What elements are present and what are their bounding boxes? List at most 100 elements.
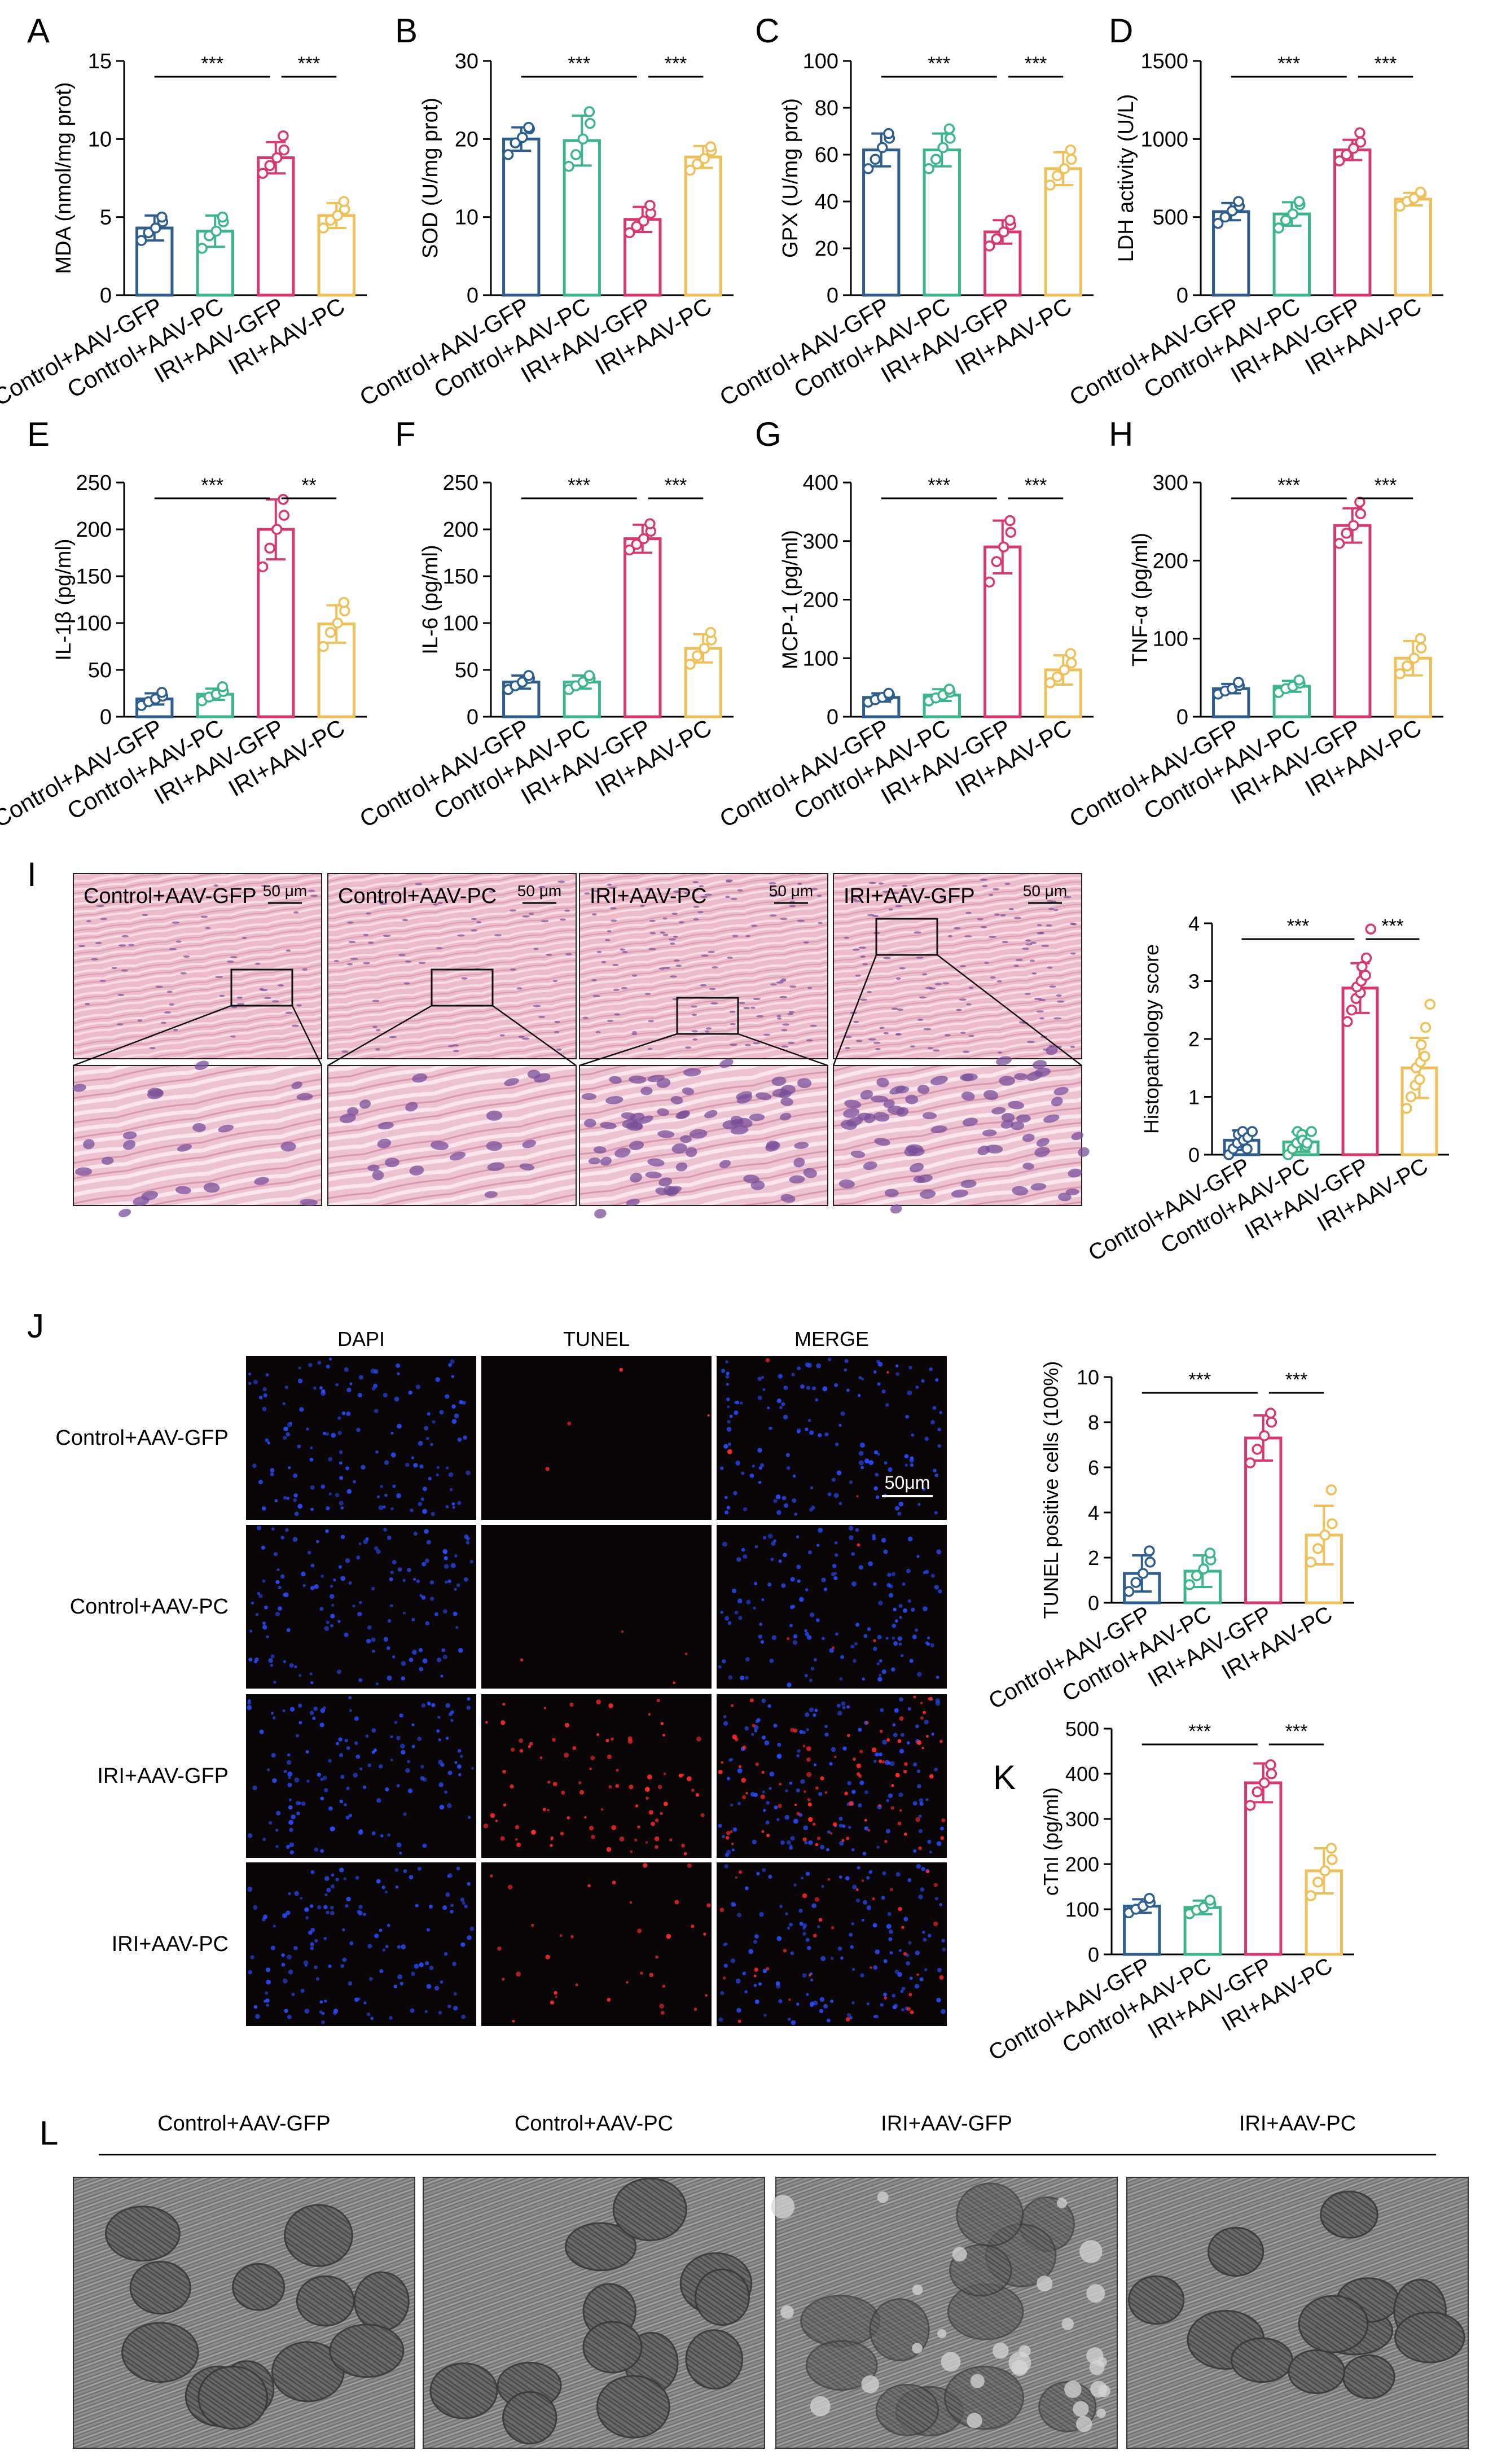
- dapi-nucleus: [428, 1904, 433, 1909]
- nucleus-zoom: [803, 1168, 817, 1178]
- dapi-nucleus: [930, 1643, 934, 1648]
- dapi-nucleus: [248, 1372, 252, 1376]
- dapi-nucleus: [907, 1878, 912, 1882]
- dapi-nucleus: [923, 1937, 927, 1942]
- dapi-nucleus: [822, 1386, 828, 1392]
- data-point: [624, 227, 635, 239]
- dapi-nucleus: [787, 2018, 791, 2021]
- dapi-nucleus: [754, 1934, 759, 1939]
- dapi-nucleus: [781, 1583, 786, 1588]
- bar: [1333, 524, 1372, 718]
- nucleus: [1031, 972, 1037, 975]
- tunel-positive-cell: [766, 1834, 770, 1838]
- tunel-positive-cell: [520, 1658, 524, 1662]
- dapi-nucleus: [893, 2003, 898, 2008]
- tunel-positive-cell: [503, 1803, 507, 1807]
- dapi-nucleus: [915, 1950, 920, 1956]
- nucleus: [436, 947, 443, 950]
- tunel-positive-cell: [543, 1707, 546, 1709]
- nucleus-zoom: [920, 1189, 936, 1199]
- dapi-nucleus: [904, 1454, 909, 1459]
- nucleus: [776, 1015, 781, 1018]
- nucleus: [533, 948, 539, 950]
- tunel-column-header: TUNEL: [563, 1327, 630, 1351]
- nucleus-zoom: [657, 1108, 669, 1116]
- y-axis-label: TUNEL positive cells (100%): [1039, 1361, 1062, 1619]
- dapi-nucleus: [762, 1808, 766, 1812]
- nucleus: [509, 909, 517, 912]
- he-image: [327, 873, 577, 1059]
- nucleus: [1046, 924, 1052, 927]
- dapi-nucleus: [909, 1976, 913, 1980]
- dapi-nucleus: [410, 1508, 414, 1512]
- nucleus-zoom: [594, 1208, 607, 1218]
- nucleus: [149, 1047, 156, 1050]
- dapi-nucleus: [453, 2006, 458, 2011]
- data-point: [1415, 186, 1426, 198]
- nucleus: [1056, 994, 1062, 997]
- dapi-nucleus: [909, 1659, 914, 1663]
- bar: [1394, 198, 1432, 297]
- dapi-nucleus: [818, 1528, 823, 1533]
- dapi-nucleus: [769, 1658, 774, 1663]
- data-point: [699, 153, 710, 164]
- dapi-nucleus: [778, 1374, 783, 1379]
- dapi-nucleus: [906, 1568, 911, 1573]
- dapi-nucleus: [451, 1404, 456, 1409]
- dapi-nucleus: [417, 1737, 422, 1742]
- dapi-nucleus: [258, 1479, 263, 1484]
- dapi-nucleus: [384, 1493, 388, 1497]
- dapi-nucleus: [724, 1864, 728, 1869]
- dapi-nucleus: [859, 1780, 864, 1786]
- dapi-nucleus: [766, 1801, 770, 1805]
- dapi-nucleus: [758, 1480, 762, 1484]
- tunel-positive-cell: [616, 1769, 619, 1772]
- dapi-nucleus: [443, 1550, 447, 1554]
- nucleus: [115, 891, 122, 893]
- tunel-positive-cell: [651, 1821, 655, 1826]
- nucleus: [776, 981, 784, 984]
- nucleus-zoom: [630, 1173, 642, 1183]
- scale-bar-label: 50 μm: [769, 882, 813, 900]
- dapi-nucleus: [308, 1930, 313, 1935]
- tunel-positive-cell: [861, 1879, 864, 1882]
- data-point: [1401, 660, 1413, 672]
- dapi-nucleus: [838, 1502, 842, 1506]
- y-tick-label: 0: [1188, 1143, 1200, 1167]
- y-tick-label: 50: [455, 659, 478, 682]
- dapi-nucleus: [894, 1970, 899, 1974]
- nucleus: [855, 974, 861, 977]
- bar: [624, 537, 662, 718]
- dapi-nucleus: [807, 1419, 811, 1422]
- nucleus: [366, 912, 371, 915]
- dapi-nucleus: [416, 1579, 420, 1584]
- dapi-nucleus: [936, 1997, 941, 2003]
- dapi-nucleus: [397, 1567, 402, 1572]
- nucleus: [86, 920, 91, 923]
- dapi-nucleus: [737, 1801, 741, 1805]
- dapi-nucleus: [806, 1386, 810, 1390]
- data-point: [1408, 652, 1420, 664]
- dapi-nucleus: [387, 1535, 392, 1540]
- dapi-nucleus: [422, 1487, 427, 1492]
- dapi-nucleus: [767, 1704, 771, 1708]
- data-point: [1312, 1877, 1324, 1888]
- dapi-nucleus: [401, 1944, 406, 1950]
- nucleus-zoom: [689, 1129, 708, 1139]
- data-point: [1266, 1768, 1277, 1779]
- y-tick-label: 250: [76, 471, 112, 495]
- dapi-nucleus: [407, 1788, 413, 1794]
- nucleus: [727, 956, 733, 959]
- tunel-positive-cell: [816, 1836, 821, 1840]
- dapi-nucleus: [329, 1594, 335, 1599]
- dapi-nucleus: [348, 1581, 352, 1585]
- nucleus-zoom: [645, 1171, 662, 1179]
- dapi-nucleus: [409, 1875, 414, 1880]
- dapi-nucleus: [727, 1443, 731, 1446]
- scale-bar-label: 50 μm: [517, 882, 561, 900]
- dapi-nucleus: [824, 1725, 828, 1729]
- nucleus: [1056, 1000, 1065, 1003]
- dapi-nucleus: [892, 1636, 895, 1640]
- dapi-nucleus: [835, 1632, 838, 1636]
